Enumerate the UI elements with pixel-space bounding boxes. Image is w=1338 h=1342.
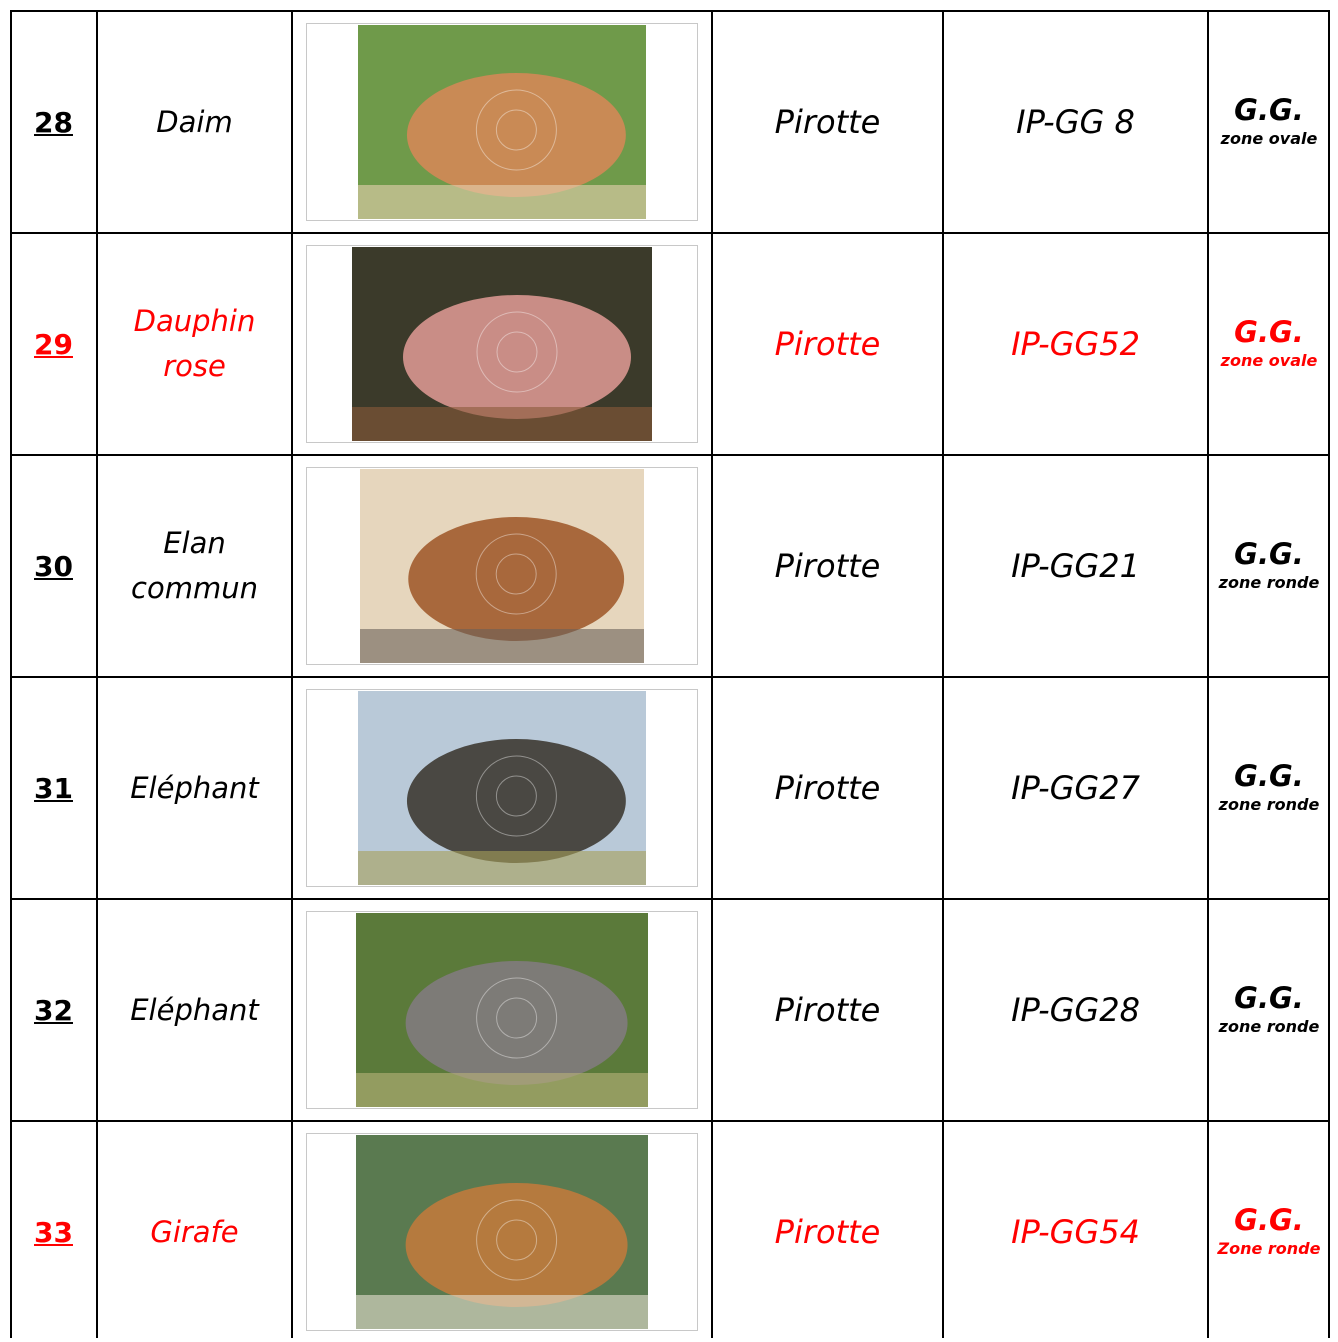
zone-info: G.G. zone ronde [1208,456,1330,676]
target-type: Pirotte [774,1213,881,1251]
name-line: commun [131,571,258,605]
target-code: IP-GG52 [1011,325,1140,363]
animal-photo [360,469,644,663]
image-frame [306,23,698,221]
name-line: Dauphin [133,304,256,338]
column-border [1328,10,1330,1338]
target-type: Pirotte [774,325,881,363]
animal-photo [356,1135,648,1329]
zone-label: zone ovale [1220,351,1318,370]
zone-label: zone ronde [1218,573,1320,592]
target-code: IP-GG 8 [1016,103,1135,141]
target-type: Pirotte [774,547,881,585]
grade: G.G. [1234,981,1304,1015]
column-border [10,10,12,1338]
target-code: IP-GG21 [1011,547,1140,585]
image-cell [292,12,712,232]
zone-info: G.G. Zone ronde [1208,1122,1330,1342]
zone-label: zone ronde [1218,795,1320,814]
target-code: IP-GG28 [1011,991,1140,1029]
zone-label: Zone ronde [1217,1239,1321,1258]
grade: G.G. [1234,315,1304,349]
name-line: rose [163,349,226,383]
image-cell [292,678,712,898]
image-cell [292,234,712,454]
target-code: IP-GG54 [1011,1213,1140,1251]
animal-name: Girafe [97,1122,292,1342]
image-cell [292,1122,712,1342]
table-row: 33 Girafe Pirotte IP-GG54 G.G. Zone ronde [10,1120,1330,1342]
column-border [942,10,944,1338]
image-frame [306,467,698,665]
target-type: Pirotte [774,991,881,1029]
image-frame [306,1133,698,1331]
animal-name: Daim [97,12,292,232]
table-row: 32 Eléphant Pirotte IP-GG28 G.G. zone ronde [10,898,1330,1120]
column-border [1207,10,1209,1338]
row-number: 33 [34,1215,73,1249]
grade: G.G. [1234,1203,1304,1237]
name-line: Eléphant [130,770,259,805]
grade: G.G. [1234,537,1304,571]
animal-name: Dauphin rose [97,234,292,454]
target-type: Pirotte [774,769,881,807]
row-number: 28 [34,105,73,139]
zone-info: G.G. zone ovale [1208,234,1330,454]
zone-info: G.G. zone ronde [1208,678,1330,898]
animal-photo [358,691,646,885]
column-border [711,10,713,1338]
animal-photo [358,25,646,219]
table-row: 31 Eléphant Pirotte IP-GG27 G.G. zone ronde [10,676,1330,898]
image-cell [292,900,712,1120]
name-line: Daim [156,104,233,139]
animal-name: Eléphant [97,678,292,898]
row-number: 29 [34,327,73,361]
table-row: 28 Daim Pirotte IP-GG 8 G.G. zone ovale [10,10,1330,232]
name-line: Elan [163,526,226,560]
target-code: IP-GG27 [1011,769,1140,807]
image-frame [306,911,698,1109]
animal-photo [352,247,652,441]
target-type: Pirotte [774,103,881,141]
zone-label: zone ovale [1220,129,1318,148]
row-number: 31 [34,771,73,805]
name-line: Girafe [150,1214,239,1249]
table-row: 29 Dauphin rose Pirotte IP-GG52 G.G. zone oval… [10,232,1330,454]
image-frame [306,689,698,887]
column-border [96,10,98,1338]
zone-info: G.G. zone ovale [1208,12,1330,232]
row-number: 30 [34,549,73,583]
name-line: Eléphant [130,992,259,1027]
animal-name: Elan commun [97,456,292,676]
animal-photo [356,913,648,1107]
image-cell [292,456,712,676]
row-number: 32 [34,993,73,1027]
column-border [291,10,293,1338]
table-row: 30 Elan commun Pirotte IP-GG21 G.G. zone ronde [10,454,1330,676]
grade: G.G. [1234,93,1304,127]
grade: G.G. [1234,759,1304,793]
zone-label: zone ronde [1218,1017,1320,1036]
image-frame [306,245,698,443]
zone-info: G.G. zone ronde [1208,900,1330,1120]
animal-name: Eléphant [97,900,292,1120]
